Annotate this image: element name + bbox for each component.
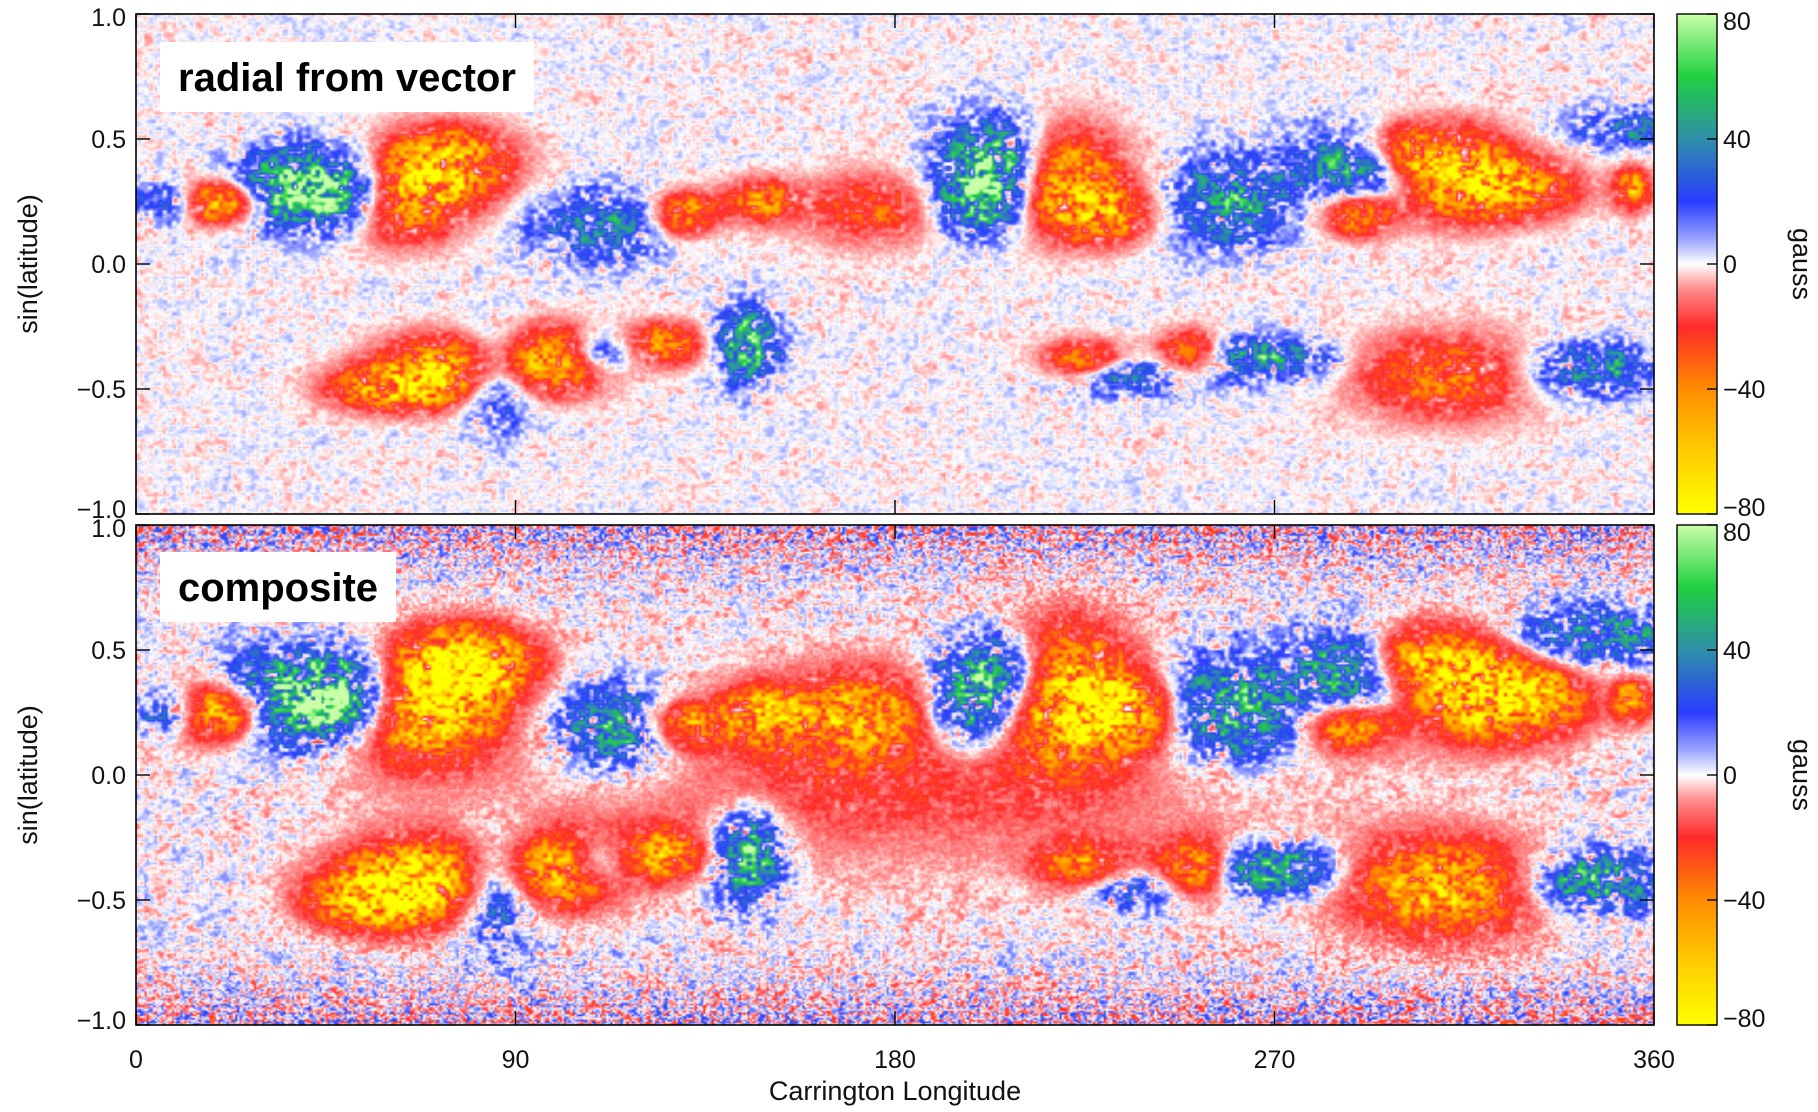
colorbar-ticks: 80 40 0 −40 −80 [1707,8,1765,522]
x-tick-label: 0 [129,1046,143,1074]
x-tick-label: 360 [1633,1046,1675,1074]
panel-label-background [160,552,397,622]
x-tick-label: 90 [502,1046,530,1074]
y-tick-label: 1.0 [91,515,126,543]
y-tick-label: 0.0 [91,762,126,790]
y-axis-ticks: 1.0 0.5 0.0 −0.5 −1.0 [77,4,1654,524]
y-tick-label: 0.5 [91,637,126,665]
colorbar-label: gauss [1787,228,1817,300]
colorbar-tick-label: −80 [1723,1005,1765,1033]
x-axis-label: Carrington Longitude [769,1076,1021,1106]
panel-label-background [160,42,534,112]
colorbar-tick-label: −40 [1723,376,1765,404]
colorbar-ticks: 80 40 0 −40 −80 [1707,519,1765,1033]
colorbar-tick-label: 0 [1723,251,1737,279]
x-tick-label: 180 [874,1046,916,1074]
panel-radial-from-vector: 1.0 0.5 0.0 −0.5 −1.0 sin(latitude) radial f… [13,4,1817,524]
colorbar-tick-label: −40 [1723,887,1765,915]
colorbar-tick-label: 40 [1723,637,1751,665]
x-axis-ticks [135,14,1655,514]
panel-label: composite [178,566,378,610]
x-axis-tick-labels: 0 90 180 270 360 [129,1046,1675,1074]
panel-label: radial from vector [178,56,516,100]
colorbar-tick-label: 40 [1723,126,1751,154]
y-tick-label: −1.0 [77,496,126,524]
y-tick-label: −1.0 [77,1007,126,1035]
panel-composite: 1.0 0.5 0.0 −0.5 −1.0 sin(latitude) composit… [13,515,1817,1106]
y-axis-label: sin(latitude) [13,705,43,845]
colorbar-tick-label: 80 [1723,8,1751,36]
y-tick-label: 1.0 [91,4,126,32]
y-tick-label: −0.5 [77,887,126,915]
y-tick-label: 0.5 [91,126,126,154]
colorbar-label: gauss [1787,739,1817,811]
colorbar-tick-label: −80 [1723,494,1765,522]
y-tick-label: −0.5 [77,376,126,404]
x-axis-ticks [135,525,1655,1025]
y-axis-label: sin(latitude) [13,194,43,334]
x-tick-label: 270 [1254,1046,1296,1074]
y-tick-label: 0.0 [91,251,126,279]
colorbar-tick-label: 80 [1723,519,1751,547]
y-axis-ticks: 1.0 0.5 0.0 −0.5 −1.0 [77,515,1654,1035]
colorbar-tick-label: 0 [1723,762,1737,790]
